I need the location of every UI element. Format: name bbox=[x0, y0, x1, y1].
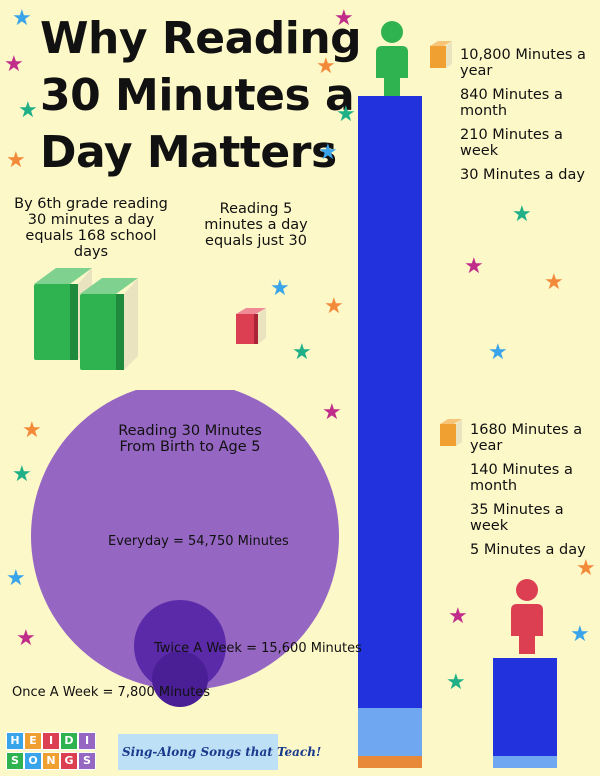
star-icon: ★ bbox=[318, 140, 338, 165]
person-icon bbox=[376, 21, 408, 96]
star-icon: ★ bbox=[18, 98, 38, 123]
star-icon: ★ bbox=[292, 340, 312, 365]
title-line-2: 30 Minutes a bbox=[40, 70, 355, 121]
title-line-1: Why Reading bbox=[40, 13, 362, 64]
bar-5-minutes-light-segment bbox=[493, 756, 557, 768]
five-minutes-note: Reading 5 minutes a day equals just 30 bbox=[204, 201, 308, 249]
person-icon bbox=[511, 579, 543, 654]
label-twice-week: Twice A Week = 15,600 Minutes bbox=[154, 641, 362, 656]
label-everyday: Everyday = 54,750 Minutes bbox=[108, 534, 289, 549]
stat-5-week: 35 Minutes a week bbox=[470, 502, 564, 534]
logo-letter: S bbox=[78, 752, 96, 770]
star-icon: ★ bbox=[448, 604, 468, 629]
logo-letter: N bbox=[42, 752, 60, 770]
star-icon: ★ bbox=[336, 102, 356, 127]
bar-30-minutes bbox=[358, 96, 422, 768]
circle-once-week bbox=[152, 651, 208, 707]
star-icon: ★ bbox=[446, 670, 466, 695]
star-icon: ★ bbox=[6, 566, 26, 591]
circle-everyday bbox=[31, 390, 339, 690]
star-icon: ★ bbox=[322, 400, 342, 425]
star-icon: ★ bbox=[12, 462, 32, 487]
star-icon: ★ bbox=[464, 254, 484, 279]
star-icon: ★ bbox=[12, 6, 32, 31]
star-icon: ★ bbox=[488, 340, 508, 365]
stats-30-minutes: 10,800 Minutes a year 840 Minutes a mont… bbox=[460, 47, 594, 191]
circles-heading: Reading 30 Minutes From Birth to Age 5 bbox=[118, 423, 262, 455]
logo-letter: H bbox=[6, 732, 24, 750]
logo-letter: I bbox=[42, 732, 60, 750]
star-icon: ★ bbox=[6, 148, 26, 173]
star-icon: ★ bbox=[324, 294, 344, 319]
stat-30-week: 210 Minutes a week bbox=[460, 127, 563, 159]
star-icon: ★ bbox=[334, 6, 354, 31]
bar-30-minutes-orange-segment bbox=[358, 756, 422, 768]
star-icon: ★ bbox=[512, 202, 532, 227]
bar-5-minutes bbox=[493, 658, 557, 768]
stat-30-day: 30 Minutes a day bbox=[460, 167, 585, 183]
heidisongs-logo: H E I D I S O N G S bbox=[6, 732, 118, 772]
tagline: Sing-Along Songs that Teach! bbox=[122, 745, 322, 759]
logo-letter: D bbox=[60, 732, 78, 750]
page-title: Why Reading 30 Minutes a Day Matters bbox=[40, 10, 362, 181]
red-book-icon bbox=[236, 308, 266, 344]
title-line-3: Day Matters bbox=[40, 127, 337, 178]
label-once-week: Once A Week = 7,800 Minutes bbox=[12, 685, 211, 700]
logo-letter: I bbox=[78, 732, 96, 750]
minutes-circles bbox=[31, 390, 339, 707]
sixth-grade-note: By 6th grade reading 30 minutes a day eq… bbox=[14, 196, 168, 260]
star-icon: ★ bbox=[4, 52, 24, 77]
bar-30-minutes-light-segment bbox=[358, 708, 422, 756]
star-icon: ★ bbox=[22, 418, 42, 443]
green-books-icon bbox=[34, 268, 138, 370]
orange-book-icon bbox=[430, 41, 452, 68]
star-icon: ★ bbox=[316, 54, 336, 79]
logo-letter: S bbox=[6, 752, 24, 770]
logo-letter: G bbox=[60, 752, 78, 770]
star-icon: ★ bbox=[576, 556, 596, 581]
logo-letter: E bbox=[24, 732, 42, 750]
logo-letter: O bbox=[24, 752, 42, 770]
star-icon: ★ bbox=[544, 270, 564, 295]
stat-5-year: 1680 Minutes a year bbox=[470, 422, 583, 454]
stats-5-minutes: 1680 Minutes a year 140 Minutes a month … bbox=[470, 422, 596, 566]
stat-30-month: 840 Minutes a month bbox=[460, 87, 563, 119]
star-icon: ★ bbox=[270, 276, 290, 301]
star-icon: ★ bbox=[16, 626, 36, 651]
stat-5-month: 140 Minutes a month bbox=[470, 462, 573, 494]
orange-book-icon bbox=[440, 419, 462, 446]
tagline-strip: Sing-Along Songs that Teach! bbox=[118, 734, 322, 770]
star-icon: ★ bbox=[570, 622, 590, 647]
stat-5-day: 5 Minutes a day bbox=[470, 542, 586, 558]
stat-30-year: 10,800 Minutes a year bbox=[460, 47, 586, 79]
